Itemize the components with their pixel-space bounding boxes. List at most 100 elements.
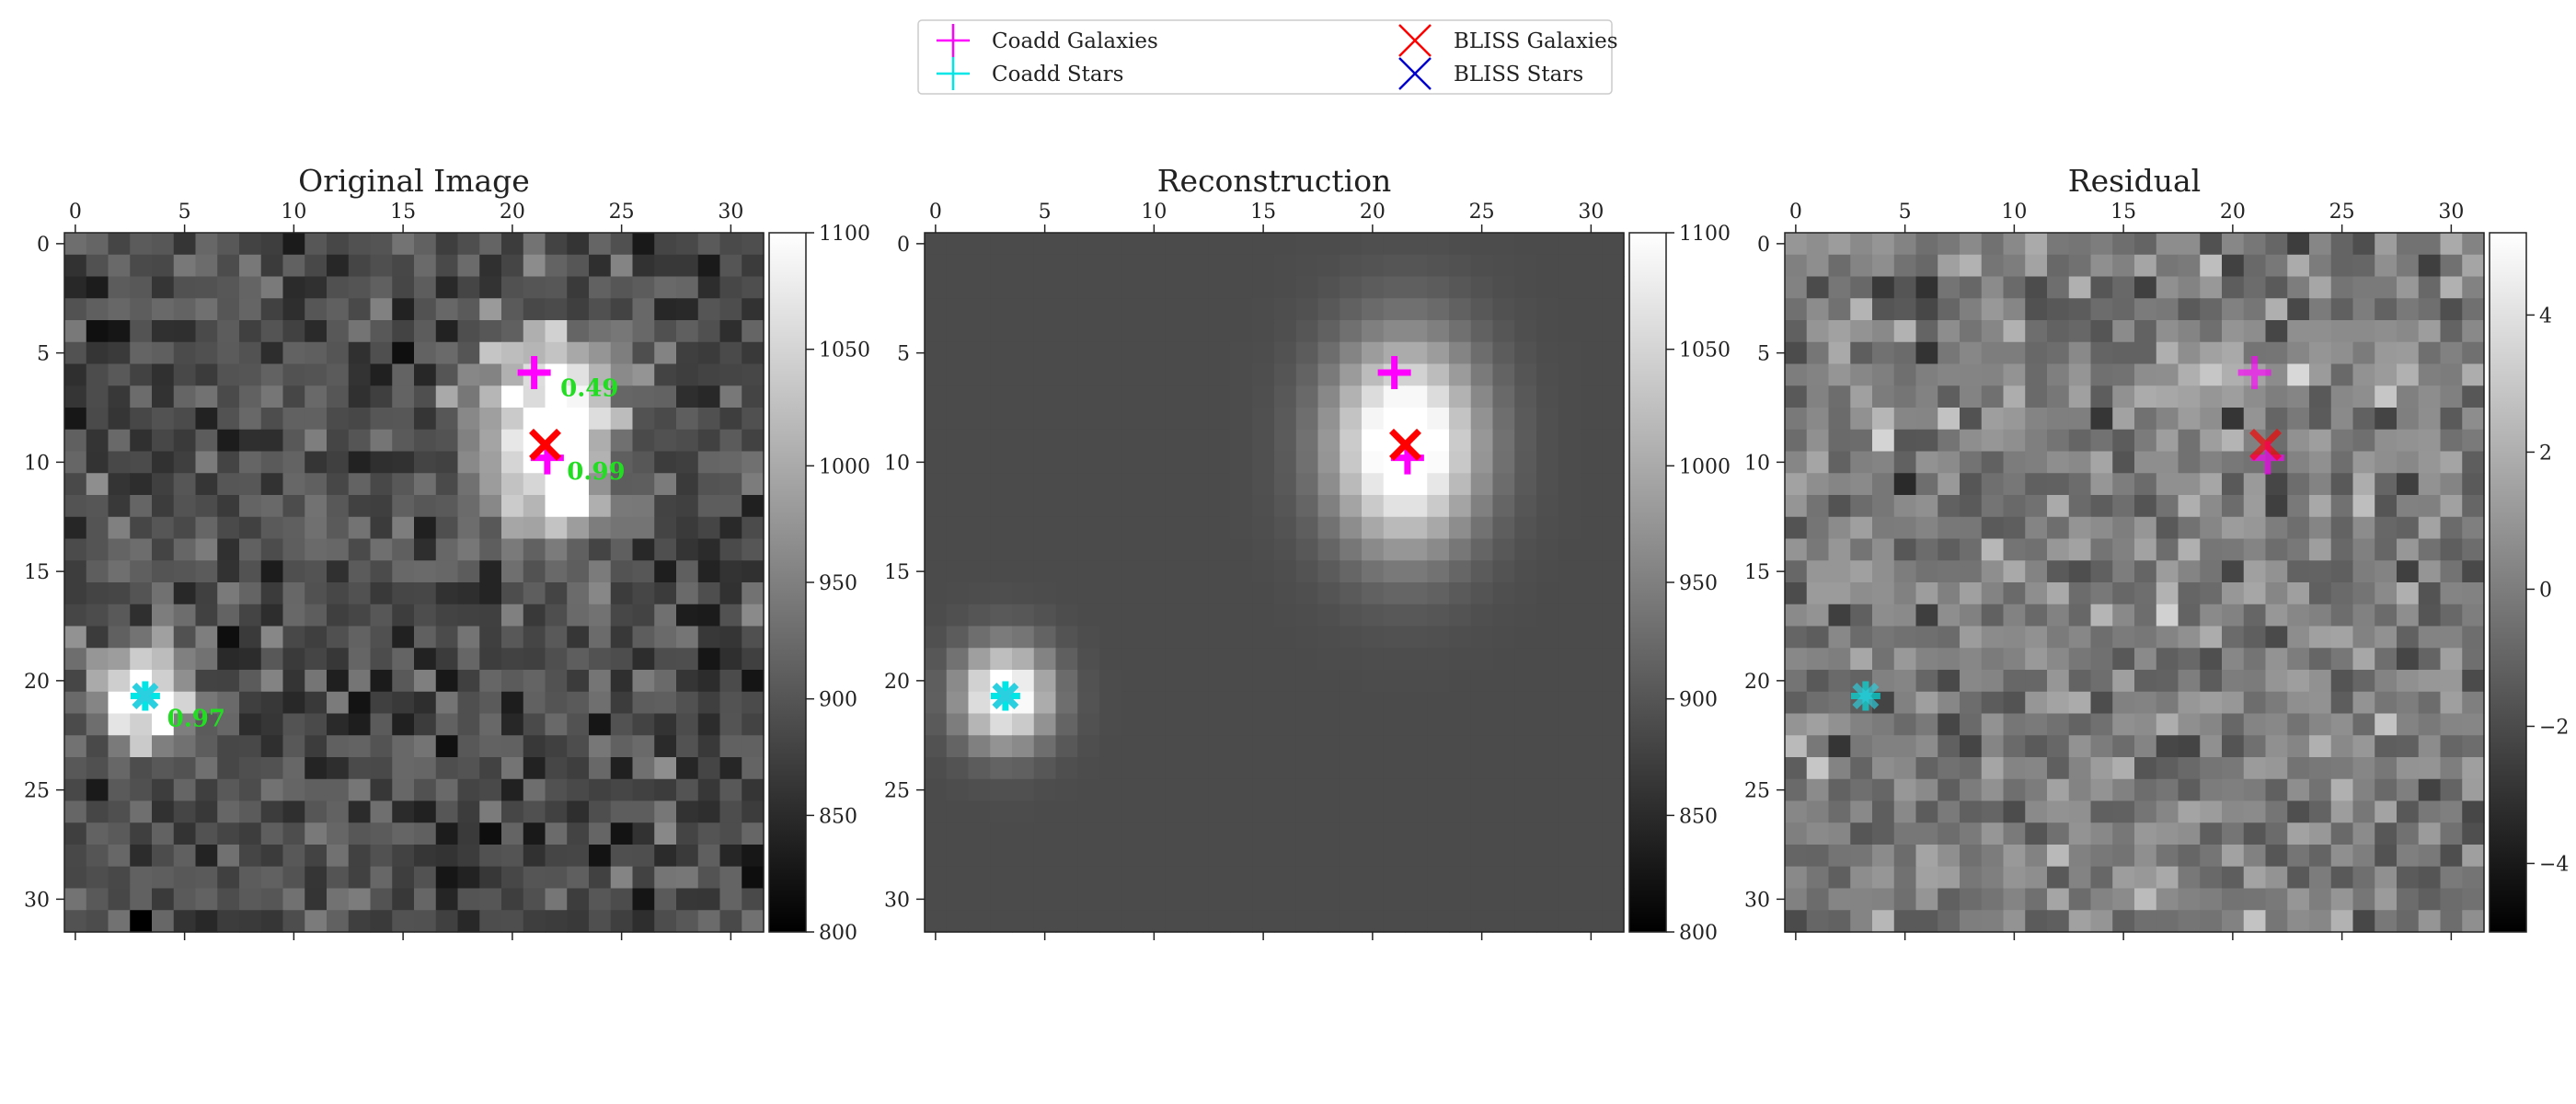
heatmap-cell bbox=[1230, 429, 1253, 453]
heatmap-cell bbox=[2375, 254, 2398, 278]
heatmap-cell bbox=[239, 363, 262, 386]
heatmap-cell bbox=[589, 363, 612, 386]
heatmap-cell bbox=[2003, 363, 2026, 386]
heatmap-cell bbox=[501, 800, 524, 823]
heatmap-cell bbox=[1536, 778, 1559, 802]
heatmap-cell bbox=[1427, 866, 1450, 890]
heatmap-cell bbox=[260, 516, 284, 540]
bliss-star-marker-b bbox=[132, 683, 159, 709]
heatmap-cell bbox=[1893, 845, 1917, 868]
heatmap-cell bbox=[2287, 910, 2310, 933]
heatmap-cell bbox=[1012, 385, 1035, 408]
heatmap-cell bbox=[1099, 648, 1122, 671]
heatmap-cell bbox=[327, 341, 350, 365]
heatmap-cell bbox=[2156, 363, 2179, 386]
heatmap-cell bbox=[2003, 473, 2026, 496]
heatmap-cell bbox=[2025, 757, 2048, 780]
heatmap-cell bbox=[2462, 670, 2485, 693]
heatmap-cell bbox=[946, 670, 970, 693]
heatmap-cell bbox=[1405, 888, 1428, 911]
heatmap-cell bbox=[1187, 735, 1210, 758]
heatmap-cell bbox=[2440, 713, 2463, 736]
heatmap-cell bbox=[173, 560, 197, 583]
heatmap-cell bbox=[589, 451, 612, 474]
heatmap-cell bbox=[2003, 845, 2026, 868]
heatmap-cell bbox=[64, 713, 87, 736]
heatmap-cell bbox=[348, 648, 372, 671]
heatmap-cell bbox=[2200, 233, 2223, 256]
heatmap-cell bbox=[479, 298, 502, 321]
heatmap-cell bbox=[567, 691, 590, 715]
heatmap-cell bbox=[2440, 408, 2463, 431]
x-tick-label: 10 bbox=[1141, 201, 1167, 224]
heatmap-cell bbox=[282, 276, 305, 299]
heatmap-cell bbox=[1405, 385, 1428, 408]
heatmap-cell bbox=[1470, 866, 1494, 890]
heatmap-cell bbox=[457, 385, 480, 408]
colorbar-tick-label: 1100 bbox=[1679, 223, 1731, 246]
heatmap-cell bbox=[697, 254, 721, 278]
heatmap-cell bbox=[64, 254, 87, 278]
heatmap-cell bbox=[479, 910, 502, 933]
heatmap-cell bbox=[1828, 363, 1851, 386]
heatmap-cell bbox=[2178, 691, 2201, 715]
heatmap-cell bbox=[1602, 385, 1625, 408]
heatmap-cell bbox=[2265, 735, 2288, 758]
heatmap-cell bbox=[479, 429, 502, 453]
heatmap-cell bbox=[2440, 626, 2463, 649]
heatmap-cell bbox=[195, 385, 218, 408]
heatmap-cell bbox=[260, 451, 284, 474]
heatmap-cell bbox=[1893, 385, 1917, 408]
heatmap-cell bbox=[697, 233, 721, 256]
heatmap-cell bbox=[1230, 538, 1253, 561]
heatmap-cell bbox=[64, 538, 87, 561]
heatmap-cell bbox=[946, 778, 970, 802]
heatmap-cell bbox=[1536, 363, 1559, 386]
heatmap-cell bbox=[1208, 516, 1232, 540]
heatmap-cell bbox=[632, 385, 655, 408]
heatmap-cell bbox=[2243, 495, 2267, 518]
heatmap-cell bbox=[589, 822, 612, 845]
heatmap-cell bbox=[370, 582, 393, 605]
heatmap-cell bbox=[152, 538, 175, 561]
heatmap-cell bbox=[1274, 233, 1297, 256]
heatmap-cell bbox=[305, 626, 328, 649]
heatmap-cell bbox=[479, 757, 502, 780]
heatmap-cell bbox=[2090, 800, 2113, 823]
heatmap-cell bbox=[545, 604, 568, 627]
heatmap-cell bbox=[1536, 735, 1559, 758]
heatmap-cell bbox=[2330, 495, 2354, 518]
heatmap-cell bbox=[414, 757, 437, 780]
heatmap-cell bbox=[1405, 473, 1428, 496]
heatmap-cell bbox=[1938, 320, 1961, 343]
heatmap-cell bbox=[1558, 910, 1581, 933]
heatmap-cell bbox=[2068, 320, 2092, 343]
heatmap-cell bbox=[2418, 560, 2442, 583]
heatmap-cell bbox=[1850, 254, 1873, 278]
heatmap-cell bbox=[990, 516, 1013, 540]
heatmap-cell bbox=[1806, 735, 1830, 758]
heatmap-cell bbox=[195, 670, 218, 693]
heatmap-cell bbox=[392, 713, 415, 736]
heatmap-cell bbox=[2222, 233, 2245, 256]
heatmap-cell bbox=[2112, 691, 2135, 715]
heatmap-cell bbox=[260, 429, 284, 453]
heatmap-cell bbox=[2025, 800, 2048, 823]
heatmap-cell bbox=[2222, 888, 2245, 911]
heatmap-cell bbox=[1449, 473, 1472, 496]
heatmap-cell bbox=[676, 713, 699, 736]
heatmap-cell bbox=[1872, 604, 1895, 627]
heatmap-cell bbox=[1806, 866, 1830, 890]
heatmap-cell bbox=[1915, 233, 1938, 256]
heatmap-cell bbox=[2418, 735, 2442, 758]
heatmap-cell bbox=[2440, 473, 2463, 496]
heatmap-cell bbox=[2265, 648, 2288, 671]
heatmap-cell bbox=[305, 800, 328, 823]
heatmap-cell bbox=[1536, 691, 1559, 715]
heatmap-cell bbox=[697, 560, 721, 583]
heatmap-cell bbox=[1405, 233, 1428, 256]
heatmap-cell bbox=[217, 822, 240, 845]
heatmap-cell bbox=[152, 233, 175, 256]
heatmap-cell bbox=[392, 298, 415, 321]
